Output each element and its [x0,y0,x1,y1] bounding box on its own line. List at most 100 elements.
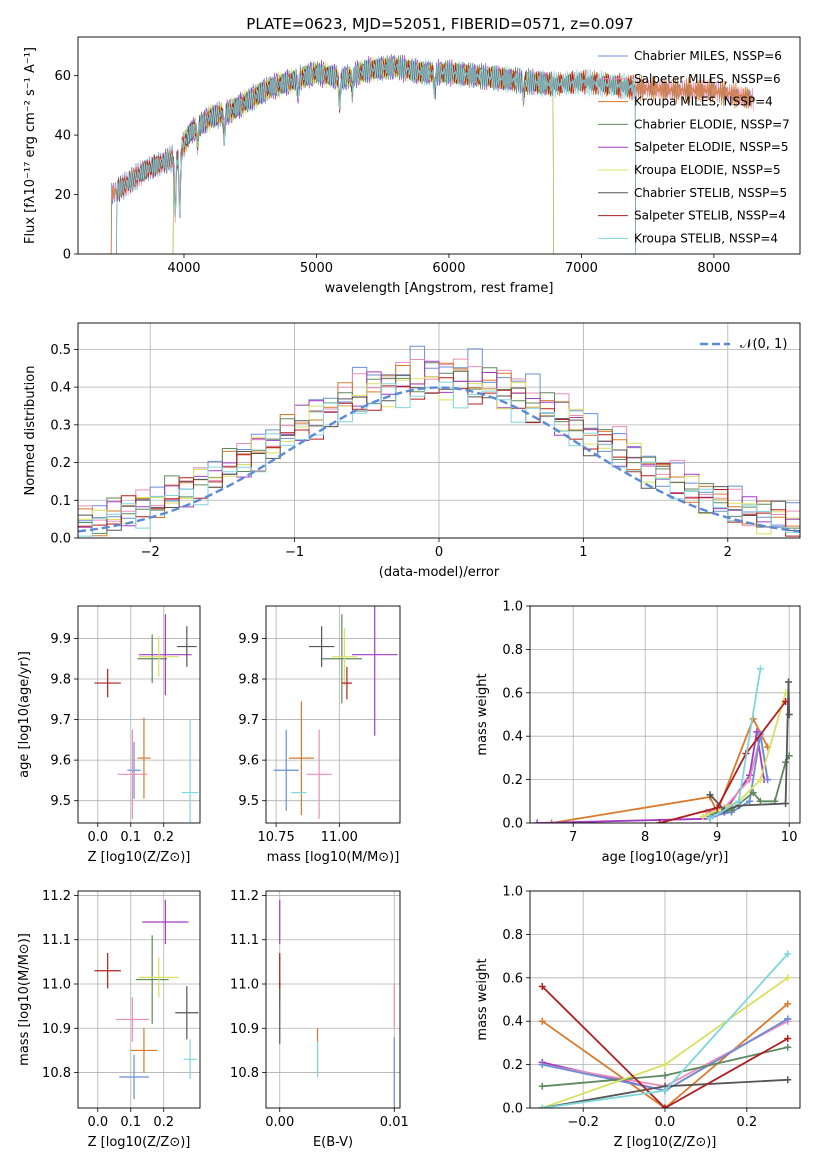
z-weight-xtick-label: 0.0 [655,1115,676,1130]
z-weight-panel: −0.2 0.0 0.2 0.0 0.2 0.4 0.6 0.8 1.0 Z [log10(Z/Z… [475,885,801,1150]
z-age-ytick-label: 9.8 [50,673,71,688]
z-mass-ytick-label: 11.0 [42,978,71,993]
spectrum-ytick-label: 40 [54,129,71,144]
z-mass-xlabel: Z [log10(Z/Z⊙)] [88,1135,191,1150]
z-weight-marker [784,974,792,982]
age-weight-xlabel: age [log10(age/yr)] [602,850,729,865]
z-weight-marker [661,1087,669,1095]
ebv-mass-plot-area [279,899,395,1108]
z-mass-xtick-label: 0.1 [120,1115,141,1130]
z-weight-marker [538,1017,546,1025]
ebv-mass-panel: 0.00 0.01 10.8 10.9 11.0 11.1 11.2 E(B-V) [230,889,409,1150]
age-weight-marker [713,804,721,812]
z-weight-ytick-label: 0.4 [502,1015,523,1030]
residuals-ytick-label: 0.3 [50,418,71,433]
ebv-mass-xlabel: E(B-V) [313,1135,353,1150]
z-weight-xtick-label: 0.2 [736,1115,757,1130]
z-mass-xtick-label: 0.0 [87,1115,108,1130]
z-weight-ytick-label: 0.6 [502,971,523,986]
z-weight-marker [784,950,792,958]
age-weight-marker [706,791,714,799]
spectrum-series-line [172,56,554,254]
spectrum-legend: Chabrier MILES, NSSP=6 Salpeter MILES, NS… [598,49,790,245]
z-weight-marker [538,1061,546,1069]
legend-entry: Kroupa ELODIE, NSSP=5 [634,163,781,177]
ebv-mass-ytick-label: 10.8 [230,1066,259,1081]
residuals-ytick-label: 0.5 [50,343,71,358]
z-mass-ytick-label: 10.8 [42,1066,71,1081]
z-weight-marker [538,1104,546,1108]
z-age-ytick-label: 9.7 [50,713,71,728]
age-weight-xtick-label: 9 [713,830,721,845]
age-weight-ytick-label: 0.8 [502,643,523,658]
z-mass-ylabel: mass [log10(M/M⊙)] [17,933,32,1066]
z-mass-panel: 0.0 0.1 0.2 10.8 10.9 11.0 11.1 11.2 Z [log10(Z/… [17,889,201,1150]
age-weight-xtick-label: 7 [569,830,577,845]
spectrum-xtick-label: 6000 [432,261,465,276]
z-weight-marker [784,1043,792,1051]
mass-age-ytick-label: 9.9 [238,632,259,647]
mass-age-frame [265,605,401,824]
ebv-mass-frame [265,890,401,1109]
age-weight-ytick-label: 0.4 [502,730,523,745]
mass-age-xtick-label: 11.00 [321,830,358,845]
age-weight-marker [756,797,764,805]
z-mass-frame [77,890,201,1109]
z-age-panel: 0.0 0.1 0.2 9.5 9.6 9.7 9.8 9.9 Z [log10(Z/Z⊙)] a… [17,605,201,865]
legend-entry: Kroupa STELIB, NSSP=4 [634,231,778,245]
ebv-mass-ytick-label: 11.1 [230,933,259,948]
residuals-xtick-label: −2 [141,545,160,560]
z-weight-marker [661,1104,669,1108]
legend-entry: Chabrier ELODIE, NSSP=7 [634,117,790,131]
age-weight-marker [746,776,754,784]
z-weight-xtick-label: −0.2 [567,1115,599,1130]
residuals-ytick-label: 0.2 [50,456,71,471]
mass-age-ytick-label: 9.6 [238,754,259,769]
z-weight-xlabel: Z [log10(Z/Z⊙)] [614,1135,717,1150]
age-weight-marker [782,697,790,705]
legend-entry: Salpeter STELIB, NSSP=4 [634,209,786,223]
ebv-mass-ytick-label: 11.0 [230,978,259,993]
age-weight-xtick-label: 8 [641,830,649,845]
age-weight-ytick-label: 1.0 [502,600,523,615]
age-weight-marker [656,819,664,823]
age-weight-marker [746,797,754,805]
z-age-xtick-label: 0.1 [120,830,141,845]
z-age-xtick-label: 0.0 [87,830,108,845]
ebv-mass-ytick-label: 11.2 [230,889,259,904]
z-mass-ytick-label: 10.9 [42,1022,71,1037]
residuals-plot-area [78,345,800,538]
legend-entry: 𝒩(0, 1) [740,337,787,352]
age-weight-marker [548,819,556,823]
mass-age-ytick-label: 9.8 [238,673,259,688]
age-weight-marker [749,789,757,797]
z-weight-ytick-label: 0.8 [502,928,523,943]
age-weight-marker [533,819,541,823]
spectrum-xtick-label: 4000 [167,261,200,276]
z-weight-marker [538,982,546,990]
mass-age-ytick-label: 9.7 [238,713,259,728]
mass-age-xtick-label: 10.75 [258,830,295,845]
z-age-ytick-label: 9.6 [50,754,71,769]
z-age-plot-area [94,614,199,823]
spectrum-ylabel: Flux [fλ10⁻¹⁷ erg cm⁻² s⁻¹ A⁻¹] [23,47,38,244]
z-age-ylabel: age [log10(age/yr)] [17,651,32,778]
residuals-xtick-label: 2 [724,545,732,560]
age-weight-marker [756,665,764,673]
age-weight-marker [782,799,790,807]
spectrum-series-line [116,55,637,254]
age-weight-series-line [659,700,787,823]
z-weight-ytick-label: 0.0 [502,1102,523,1117]
legend-entry: Chabrier MILES, NSSP=6 [634,49,782,63]
z-weight-ylabel: mass weight [475,958,490,1040]
ebv-mass-ytick-label: 10.9 [230,1022,259,1037]
spectrum-panel: 4000 5000 6000 7000 8000 0 20 40 60 wavelength [A… [23,36,801,296]
z-weight-marker [784,1035,792,1043]
age-weight-marker [753,728,761,736]
age-weight-ytick-label: 0.2 [502,773,523,788]
spectrum-ytick-label: 60 [54,69,71,84]
age-weight-ylabel: mass weight [475,673,490,755]
legend-entry: Salpeter ELODIE, NSSP=5 [634,140,789,154]
age-weight-marker [706,815,714,823]
